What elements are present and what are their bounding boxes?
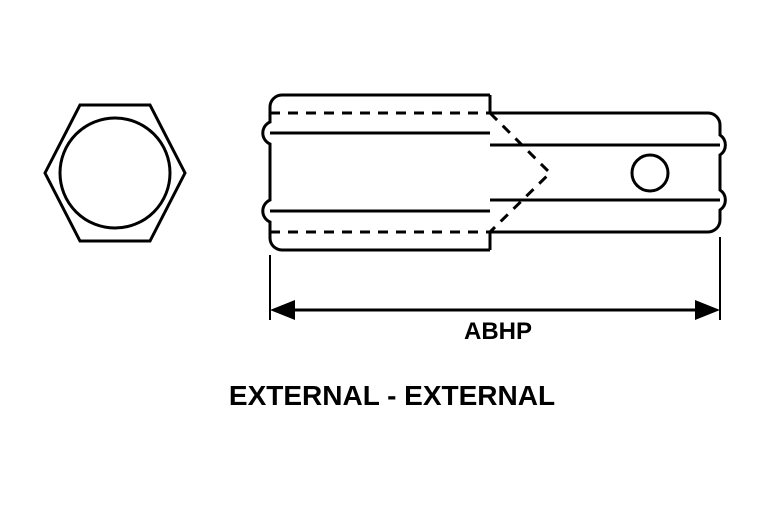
arrow-right xyxy=(695,300,720,320)
side-left-end xyxy=(263,95,282,250)
diagram-title: EXTERNAL - EXTERNAL xyxy=(0,380,784,412)
hexagon-inner-circle xyxy=(60,118,170,228)
hexagon-front-view xyxy=(45,105,185,241)
hidden-chevron xyxy=(490,113,550,232)
side-view xyxy=(263,95,726,250)
dimension-label: ABHP xyxy=(458,318,538,346)
side-right-end xyxy=(708,113,725,232)
hexagon-outline xyxy=(45,105,185,241)
hole-circle xyxy=(632,155,668,191)
technical-drawing-container: ABHP EXTERNAL - EXTERNAL xyxy=(0,0,784,506)
arrow-left xyxy=(270,300,295,320)
dimension-line xyxy=(270,300,720,320)
drawing-svg xyxy=(0,0,784,506)
